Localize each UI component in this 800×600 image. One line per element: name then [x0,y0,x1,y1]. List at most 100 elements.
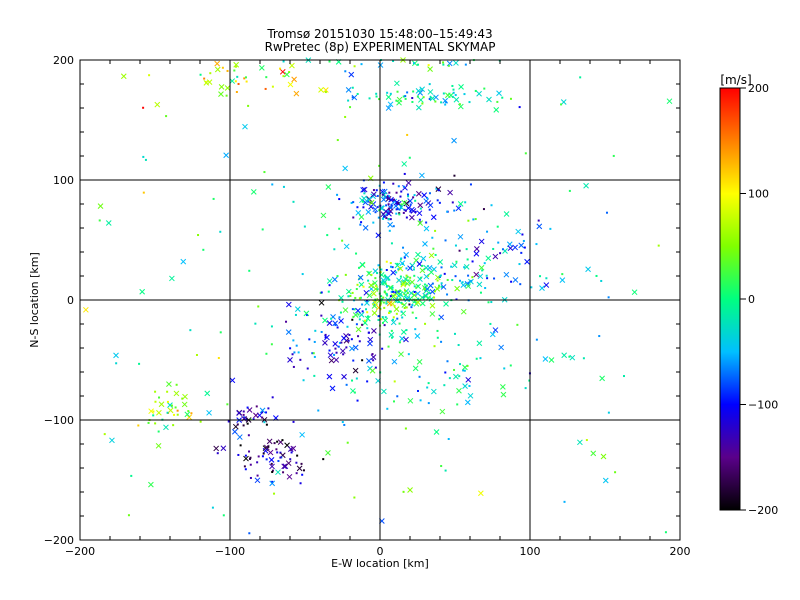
x-tick-label: −200 [65,545,95,558]
data-point [392,225,395,228]
data-point [408,303,411,306]
data-point [345,288,352,295]
data-point [405,274,408,277]
data-point [282,75,285,78]
data-point [428,192,431,195]
data-point [364,315,371,322]
data-point [459,363,462,366]
data-point [436,279,439,282]
data-point [236,423,239,426]
data-point [148,74,151,77]
data-point [434,285,441,292]
data-point [120,73,127,80]
data-point [403,172,406,175]
data-point [396,395,399,398]
data-point [320,212,327,219]
y-tick-label: 0 [67,294,74,307]
data-point [395,212,398,215]
data-point [383,197,386,200]
data-point [407,353,410,356]
data-point [419,300,426,307]
data-point [478,238,485,245]
data-point [436,329,439,332]
data-point [242,410,245,413]
data-point [524,152,527,155]
data-point [353,308,356,311]
data-point [330,317,333,320]
data-point [401,199,408,206]
data-point [440,465,443,468]
data-point [444,371,447,374]
data-point [466,364,469,367]
data-point [393,199,400,206]
data-point [409,276,412,279]
data-point [417,220,424,226]
data-point [290,451,293,454]
data-point [362,225,369,231]
data-point [303,310,310,317]
x-tick-label: 100 [520,545,541,558]
data-point [341,239,344,242]
data-point [142,106,145,109]
data-point [204,390,211,397]
data-point [227,420,230,423]
data-point [391,286,394,289]
data-point [416,358,423,365]
data-point [378,164,381,167]
data-point [163,424,169,431]
data-point [367,331,370,334]
data-point [229,377,236,384]
data-point [98,219,101,222]
data-point [492,247,495,250]
data-point [374,285,377,288]
data-point [545,277,548,280]
data-point [308,338,311,341]
data-point [474,89,477,92]
data-point [407,279,410,282]
data-point [418,375,421,378]
data-point [473,250,480,257]
data-point [374,211,377,214]
data-point [607,411,610,414]
data-point [365,308,368,311]
data-point [273,492,276,495]
data-point [469,183,472,186]
data-point [265,411,268,414]
data-point [433,94,439,101]
data-point [535,243,538,246]
data-point [458,249,461,252]
data-point [336,326,339,329]
data-point [367,340,373,347]
data-point [423,198,430,204]
data-point [105,220,112,226]
data-point [392,318,395,321]
data-point [275,469,281,476]
data-point [346,325,349,328]
data-point [385,285,388,288]
data-point [376,194,379,197]
data-point [359,261,366,268]
data-point [435,187,438,190]
data-point [289,347,292,350]
data-point [456,387,462,394]
data-point [415,104,422,111]
data-point [286,473,293,480]
data-point [292,339,295,342]
data-point [473,246,480,252]
data-point [420,255,427,262]
data-point [399,275,402,278]
data-point [333,357,340,363]
data-point [377,62,384,68]
data-point [467,274,470,277]
data-point [353,391,356,394]
data-point [387,195,390,198]
data-point [282,185,285,188]
data-point [612,154,615,157]
data-point [426,386,429,389]
data-point [261,411,264,414]
data-point [401,303,404,306]
data-point [176,409,179,412]
data-point [507,245,514,252]
data-point [384,316,387,319]
data-point [419,172,425,179]
